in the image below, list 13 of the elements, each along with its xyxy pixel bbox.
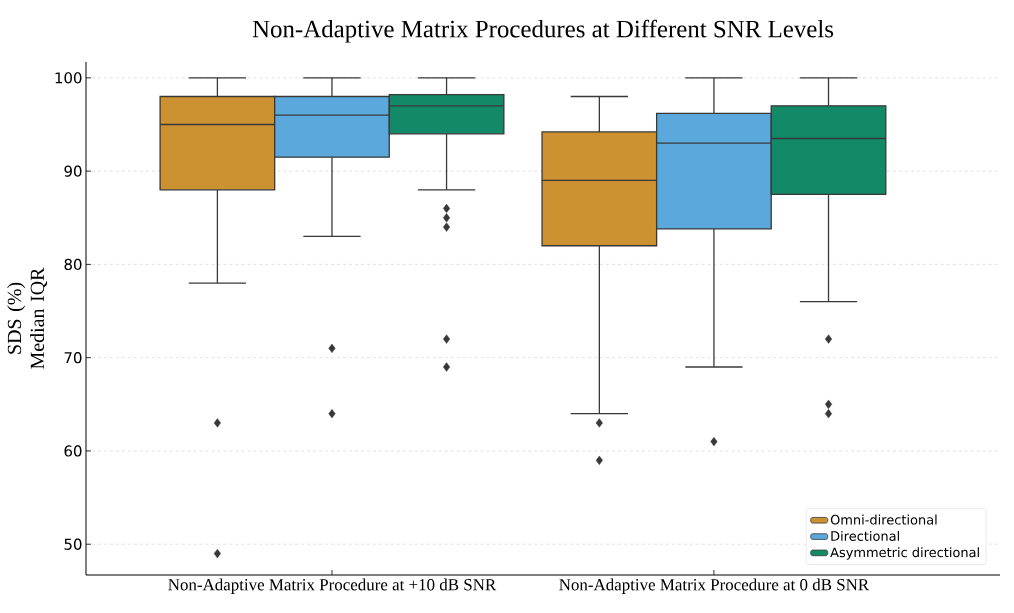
legend-label: Asymmetric directional	[830, 547, 979, 560]
x-tick-label: Non-Adaptive Matrix Procedure at +10 dB SNR	[168, 578, 497, 594]
y-tick-label: 50	[64, 538, 82, 550]
y-tick-label: 80	[64, 258, 82, 271]
x-tick-label: Non-Adaptive Matrix Procedure at 0 dB SNR	[559, 578, 870, 594]
y-tick-label: 70	[64, 352, 82, 364]
legend-label: Omni-directional	[830, 514, 937, 525]
y-tick-label: 90	[64, 165, 82, 177]
chart-title: Non-Adaptive Matrix Procedures at Different SNR Levels	[252, 19, 834, 43]
y-tick-label: 100	[55, 72, 82, 84]
y-axis-title: SDS (%) Median IQR	[7, 267, 48, 369]
legend-label: Directional	[831, 530, 899, 541]
y-tick-label: 60	[64, 445, 82, 457]
